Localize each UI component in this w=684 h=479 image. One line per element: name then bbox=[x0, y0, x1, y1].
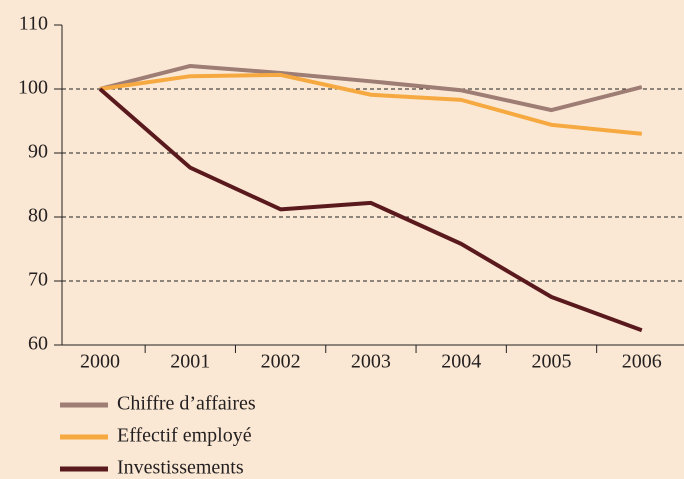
x-tick-label: 2001 bbox=[170, 351, 210, 373]
series-line bbox=[99, 63, 643, 113]
x-tick-label: 2003 bbox=[351, 351, 391, 373]
y-tick-label: 80 bbox=[28, 205, 48, 227]
y-tick-label: 90 bbox=[28, 141, 48, 163]
legend-label: Effectif employé bbox=[117, 425, 252, 447]
y-tick-label: 110 bbox=[19, 13, 48, 35]
x-tick-label: 2004 bbox=[441, 351, 481, 373]
x-tick-label: 2002 bbox=[261, 351, 301, 373]
series-line bbox=[98, 87, 643, 333]
y-tick-label: 100 bbox=[18, 77, 48, 99]
x-tick-label: 2000 bbox=[80, 351, 120, 373]
y-tick-label: 60 bbox=[28, 333, 48, 355]
legend-label: Investissements bbox=[117, 457, 244, 479]
y-tick-label: 70 bbox=[28, 269, 48, 291]
legend-label: Chiffre d’affaires bbox=[117, 393, 256, 415]
x-tick-label: 2005 bbox=[532, 351, 572, 373]
x-tick-label: 2006 bbox=[622, 351, 662, 373]
series-line bbox=[99, 72, 642, 136]
